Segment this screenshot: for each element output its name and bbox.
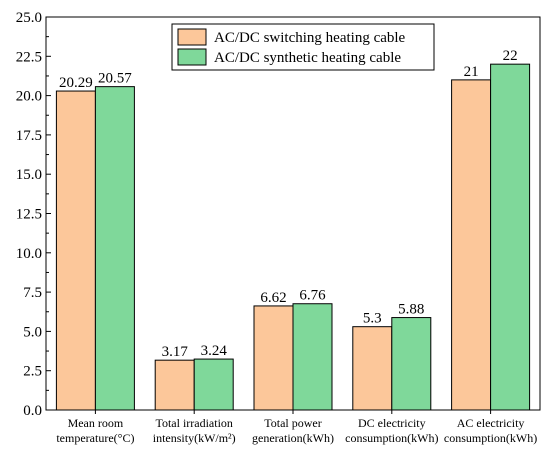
bar-series1-2 [154,359,195,411]
bar-series1-4 [352,326,393,411]
x-tick-label-3-line-2: generation(kWh) [252,431,334,445]
x-tick-label-1-line-1: Mean room [68,416,124,430]
bar-series2-2 [193,358,234,411]
bar-series1-1 [55,90,96,411]
y-tick-label: 7.5 [23,285,42,301]
x-tick-label-2-line-2: intensity(kW/m²) [153,431,236,445]
bar-series2-4 [391,317,432,411]
bar-series2-1 [94,86,135,411]
data-label-series2-4: 5.88 [398,302,424,318]
data-label-series1-3: 6.62 [260,290,286,306]
y-tick-label: 20.0 [16,89,42,105]
y-tick-label: 15.0 [16,167,42,183]
bars-layer [55,63,531,411]
legend-swatch-series1 [177,28,207,46]
data-label-series1-1: 20.29 [59,75,93,91]
y-tick-label: 22.5 [16,49,42,65]
y-tick-label: 2.5 [23,364,42,380]
data-label-series1-2: 3.17 [162,344,189,360]
y-tick-label: 17.5 [16,128,42,144]
x-tick-label-2-line-1: Total irradiation [155,416,232,430]
x-tick-label-3-line-1: Total power [264,416,321,430]
bar-series1-3 [253,305,294,411]
x-tick-label-1-line-2: temperature(°C) [56,431,134,445]
data-label-series1-4: 5.3 [363,311,382,327]
legend-box [171,23,435,71]
data-label-series1-5: 21 [464,64,479,80]
x-tick-label-4-line-1: DC electricity [358,416,426,430]
x-tick-label-4-line-2: consumption(kWh) [345,431,438,445]
data-label-series2-2: 3.24 [201,343,228,359]
legend-label-series2: AC/DC synthetic heating cable [214,50,401,66]
data-label-series2-5: 22 [503,48,518,64]
data-label-series2-3: 6.76 [299,288,326,304]
data-labels-layer: 20.29 20.57 3.17 3.24 6.62 6.76 5.3 5.88 21 22 [59,48,518,360]
data-label-series2-1: 20.57 [98,71,132,87]
x-tick-label-5-line-2: consumption(kWh) [444,431,537,445]
bar-series2-3 [292,303,333,411]
y-tick-label: 25.0 [16,10,42,26]
bar-series2-5 [490,63,531,411]
legend: AC/DC switching heating cable AC/DC synth… [171,23,435,71]
y-tick-label: 12.5 [16,207,42,223]
y-tick-label: 0.0 [23,403,42,419]
y-tick-label: 5.0 [23,324,42,340]
legend-label-series1: AC/DC switching heating cable [214,30,406,46]
x-tick-label-5-line-1: AC electricity [457,416,525,430]
y-tick-label: 10.0 [16,246,42,262]
legend-swatch-series2 [177,48,207,66]
bar-series1-5 [451,79,492,411]
